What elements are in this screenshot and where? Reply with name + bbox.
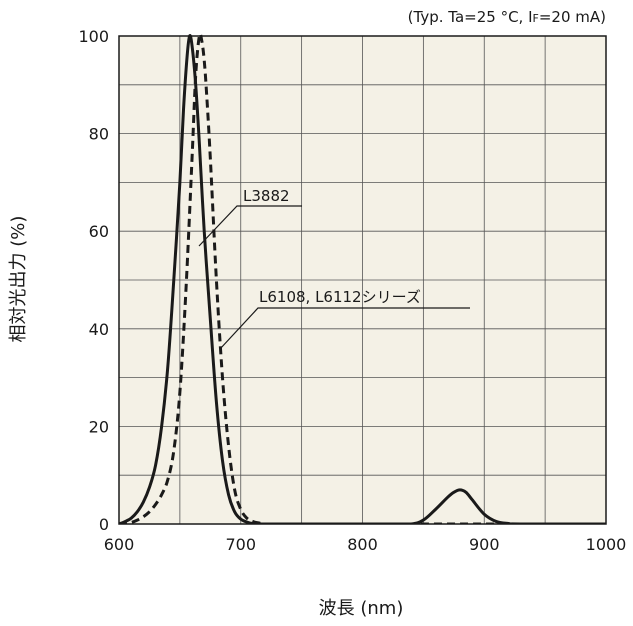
y-tick-label: 20 (89, 417, 109, 436)
label-l6108-l6112: L6108, L6112シリーズ (259, 288, 421, 306)
x-tick-label: 700 (225, 535, 256, 554)
conditions-post: =20 mA) (539, 8, 606, 26)
series-line-l3882 (119, 34, 606, 524)
y-tick-label: 80 (89, 125, 109, 144)
annotations: L3882 L6108, L6112シリーズ (198, 187, 470, 350)
x-tick-label: 900 (469, 535, 500, 554)
leader-l6108-l6112 (219, 307, 470, 350)
y-tick-label: 100 (78, 27, 109, 46)
x-tick-label: 600 (104, 535, 135, 554)
label-l3882: L3882 (243, 187, 290, 205)
x-tick-label: 1000 (586, 535, 627, 554)
y-tick-label: 40 (89, 320, 109, 339)
y-axis-title: 相対光出力 (%) (8, 216, 29, 343)
conditions-note: (Typ. Ta=25 °C, IF=20 mA) (408, 8, 606, 26)
y-tick-label: 0 (99, 515, 109, 534)
x-tick-labels: 600 700 800 900 1000 (104, 535, 627, 554)
conditions-pre: (Typ. Ta=25 °C, I (408, 8, 533, 26)
y-tick-labels: 0 20 40 60 80 100 (78, 27, 109, 534)
x-axis-title: 波長 (nm) (319, 598, 404, 619)
y-tick-label: 60 (89, 222, 109, 241)
conditions-sub: F (533, 12, 539, 25)
x-tick-label: 800 (347, 535, 378, 554)
leader-l3882 (198, 205, 302, 247)
plot-frame (118, 35, 607, 525)
